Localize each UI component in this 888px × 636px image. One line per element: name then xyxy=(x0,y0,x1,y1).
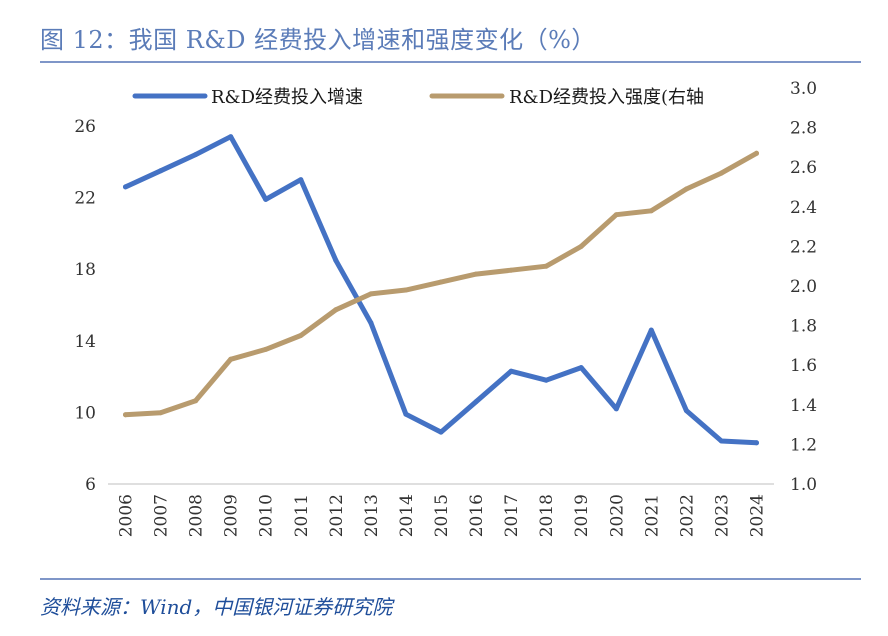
legend-label-intensity: R&D经费投入强度(右轴 xyxy=(509,87,704,108)
growth-point xyxy=(754,440,759,446)
y-left-tick-label: 14 xyxy=(74,332,96,352)
x-tick-label: 2021 xyxy=(642,494,662,537)
growth-point xyxy=(193,152,199,158)
growth-point xyxy=(473,399,479,405)
intensity-point xyxy=(123,412,128,418)
title-divider xyxy=(40,61,861,63)
intensity-point xyxy=(718,170,724,176)
series-line-growth xyxy=(123,134,759,446)
y-left-tick-label: 18 xyxy=(74,260,96,280)
growth-point xyxy=(263,196,269,202)
growth-point xyxy=(403,411,409,417)
legend-label-growth: R&D经费投入增速 xyxy=(211,87,363,108)
y-right-tick-label: 2.2 xyxy=(790,237,817,257)
y-right-tick-label: 1.6 xyxy=(790,356,817,376)
x-tick-label: 2016 xyxy=(467,494,487,537)
growth-point xyxy=(648,327,654,333)
x-tick-label: 2010 xyxy=(257,494,277,537)
growth-point xyxy=(613,406,619,412)
intensity-point xyxy=(754,150,759,156)
intensity-point xyxy=(473,271,479,277)
y-axis-right-ticks: 1.0 1.2 1.4 1.6 1.8 2.0 2.2 2.4 2.6 2.8 3.0 xyxy=(790,79,817,495)
y-right-tick-label: 1.4 xyxy=(790,396,817,416)
x-tick-label: 2006 xyxy=(117,494,137,537)
intensity-point xyxy=(578,243,584,249)
y-right-tick-label: 2.8 xyxy=(790,119,817,139)
x-tick-label: 2018 xyxy=(537,494,557,537)
intensity-point xyxy=(298,333,304,338)
growth-point xyxy=(508,368,514,374)
x-tick-label: 2017 xyxy=(502,494,522,537)
intensity-point xyxy=(158,410,164,416)
intensity-point xyxy=(263,346,269,352)
x-tick-label: 2013 xyxy=(362,494,382,537)
x-tick-label: 2008 xyxy=(187,494,207,537)
growth-point xyxy=(333,257,339,263)
y-right-tick-label: 2.4 xyxy=(790,198,817,218)
x-tick-label: 2015 xyxy=(432,494,452,537)
x-axis-ticks: 2006 2007 2008 2009 2010 2011 2012 2013 2014 2015… xyxy=(117,494,768,537)
intensity-point xyxy=(333,307,339,313)
growth-point xyxy=(123,184,128,190)
y-right-tick-label: 1.0 xyxy=(790,475,817,495)
x-tick-label: 2011 xyxy=(292,494,312,537)
x-tick-label: 2014 xyxy=(397,494,417,537)
intensity-point xyxy=(193,398,199,404)
source-divider xyxy=(40,578,861,580)
legend: R&D经费投入增速 R&D经费投入强度(右轴 xyxy=(132,87,704,108)
x-tick-label: 2024 xyxy=(747,494,767,537)
growth-point xyxy=(543,377,549,383)
y-right-tick-label: 1.8 xyxy=(790,317,817,337)
x-tick-label: 2019 xyxy=(572,494,592,537)
chart-title: 图 12：我国 R&D 经费投入增速和强度变化（%） xyxy=(40,26,596,54)
x-tick-label: 2012 xyxy=(327,494,347,537)
y-right-tick-label: 1.2 xyxy=(790,435,817,455)
x-tick-label: 2009 xyxy=(222,494,242,537)
y-left-tick-label: 26 xyxy=(74,117,96,137)
source-note: 资料来源：Wind，中国银河证券研究院 xyxy=(40,595,393,619)
intensity-point xyxy=(403,287,409,293)
series-layer xyxy=(123,134,759,446)
growth-point xyxy=(683,408,689,414)
growth-point xyxy=(228,134,234,140)
intensity-point xyxy=(228,356,234,362)
intensity-point xyxy=(683,186,689,192)
growth-point xyxy=(438,429,444,435)
intensity-point xyxy=(543,263,549,269)
intensity-point xyxy=(438,279,444,285)
intensity-point xyxy=(648,208,654,214)
y-left-tick-label: 6 xyxy=(85,475,96,495)
intensity-point xyxy=(368,291,374,297)
y-left-tick-label: 10 xyxy=(74,403,96,423)
x-tick-label: 2022 xyxy=(677,494,697,537)
y-axis-left-ticks: 6 10 14 18 22 26 xyxy=(74,117,96,495)
y-right-tick-label: 2.0 xyxy=(790,277,817,297)
growth-point xyxy=(298,177,304,183)
growth-point xyxy=(368,320,374,326)
intensity-point xyxy=(613,212,619,218)
y-right-tick-label: 2.6 xyxy=(790,158,817,178)
x-tick-label: 2023 xyxy=(712,494,732,537)
growth-point xyxy=(158,168,164,174)
x-tick-label: 2007 xyxy=(152,494,172,537)
intensity-point xyxy=(508,267,514,273)
y-right-tick-label: 3.0 xyxy=(790,79,817,99)
growth-point xyxy=(718,438,724,444)
x-tick-label: 2020 xyxy=(607,494,627,537)
y-left-tick-label: 22 xyxy=(74,189,96,209)
growth-point xyxy=(578,365,584,371)
